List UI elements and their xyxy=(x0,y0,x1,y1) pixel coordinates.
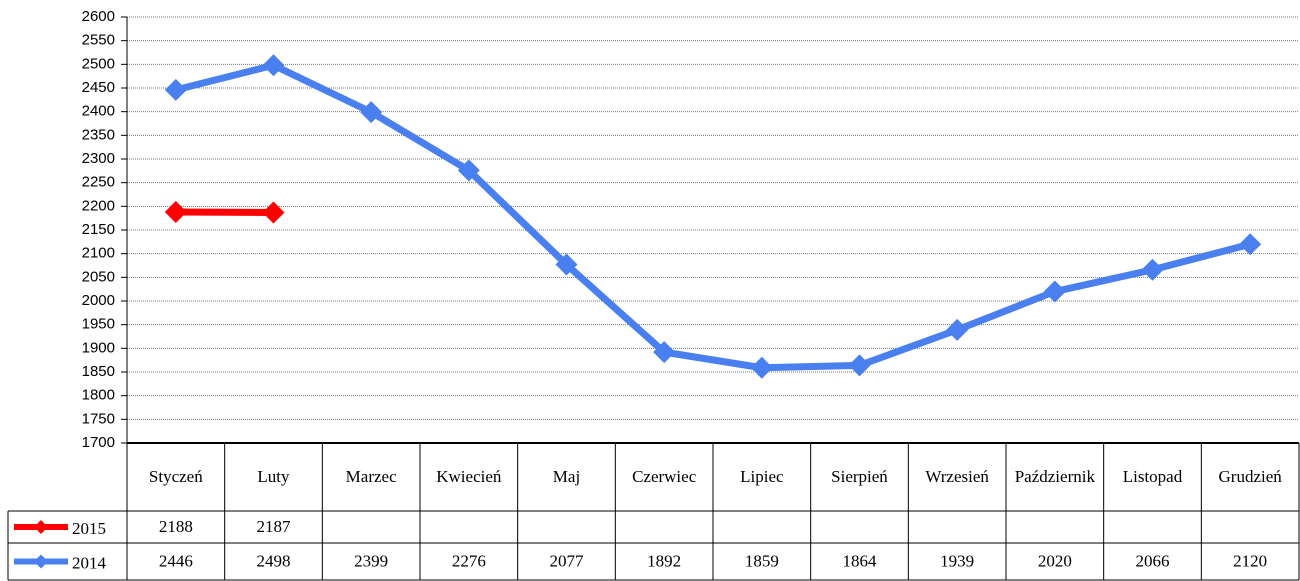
y-tick-label: 2600 xyxy=(82,8,115,25)
point-marker xyxy=(457,159,480,182)
series-line xyxy=(174,61,1252,372)
y-tick-label: 2500 xyxy=(82,55,115,72)
x-tick-label: Maj xyxy=(552,467,581,486)
category-label: Styczeń xyxy=(148,467,203,486)
point-marker xyxy=(360,101,383,124)
table-value: 2066 xyxy=(1136,551,1170,570)
point-marker xyxy=(1141,258,1164,281)
y-tick-label: 1700 xyxy=(82,434,115,451)
table-value: 1939 xyxy=(940,551,974,570)
table-value: 2020 xyxy=(1038,551,1072,570)
y-tick-label: 2350 xyxy=(82,126,115,143)
legend-label: 2015 xyxy=(72,519,106,538)
table-value: 2498 xyxy=(257,551,291,570)
category-label: Sierpień xyxy=(831,467,888,486)
category-label: Grudzień xyxy=(1218,467,1282,486)
y-tick-label: 2300 xyxy=(82,150,115,167)
point-marker xyxy=(750,356,773,379)
point-marker xyxy=(262,201,285,224)
x-tick-label: Lipiec xyxy=(740,467,784,486)
table-value: 2120 xyxy=(1233,551,1267,570)
y-tick-label: 2400 xyxy=(82,103,115,120)
point-marker xyxy=(555,253,578,276)
x-tick-label: Sierpień xyxy=(831,467,888,486)
x-tick-label: Listopad xyxy=(1122,467,1183,486)
category-label: Luty xyxy=(257,467,290,486)
table-value: 2187 xyxy=(257,517,292,536)
y-tick-label: 2050 xyxy=(82,268,115,285)
category-label: Listopad xyxy=(1122,467,1183,486)
category-label: Maj xyxy=(552,467,581,486)
category-label: Lipiec xyxy=(740,467,784,486)
point-marker xyxy=(946,318,969,341)
y-tick-label: 1800 xyxy=(82,387,115,404)
y-tick-label: 2250 xyxy=(82,174,115,191)
x-tick-label: Październik xyxy=(1014,467,1095,486)
x-tick-label: Luty xyxy=(257,467,290,486)
point-marker xyxy=(1043,280,1066,303)
point-marker xyxy=(1239,233,1262,256)
category-label: Październik xyxy=(1014,467,1095,486)
y-tick-label: 1850 xyxy=(82,363,115,380)
table-value: 1859 xyxy=(745,551,779,570)
table-value: 2446 xyxy=(159,551,193,570)
point-marker xyxy=(848,354,871,377)
y-tick-label: 2450 xyxy=(82,79,115,96)
y-tick-label: 1950 xyxy=(82,316,115,333)
table-value: 2276 xyxy=(452,551,486,570)
point-marker xyxy=(653,341,676,364)
y-tick-label: 2100 xyxy=(82,245,115,262)
y-tick-label: 1750 xyxy=(82,410,115,427)
table-value: 2399 xyxy=(354,551,388,570)
table-value: 2077 xyxy=(550,551,585,570)
category-label: Wrzesień xyxy=(925,467,989,486)
y-tick-label: 2150 xyxy=(82,221,115,238)
y-tick-label: 2550 xyxy=(82,32,115,49)
category-label: Marzec xyxy=(345,467,397,486)
table-value: 1864 xyxy=(843,551,878,570)
y-tick-label: 1900 xyxy=(82,339,115,356)
point-marker xyxy=(164,78,187,101)
legend-marker xyxy=(34,520,48,534)
table-value: 1892 xyxy=(647,551,681,570)
y-tick-label: 2200 xyxy=(82,197,115,214)
table-value: 2188 xyxy=(159,517,193,536)
legend-marker xyxy=(34,554,48,569)
x-tick-label: Styczeń xyxy=(148,467,203,486)
category-label: Kwiecień xyxy=(436,467,502,486)
category-label: Czerwiec xyxy=(632,467,697,486)
point-marker xyxy=(262,54,285,77)
x-tick-label: Grudzień xyxy=(1218,467,1282,486)
legend-label: 2014 xyxy=(72,553,107,572)
x-tick-label: Marzec xyxy=(345,467,397,486)
x-tick-label: Wrzesień xyxy=(925,467,989,486)
x-tick-label: Kwiecień xyxy=(436,467,502,486)
y-tick-label: 2000 xyxy=(82,292,115,309)
x-tick-label: Czerwiec xyxy=(632,467,697,486)
point-marker xyxy=(164,201,187,224)
